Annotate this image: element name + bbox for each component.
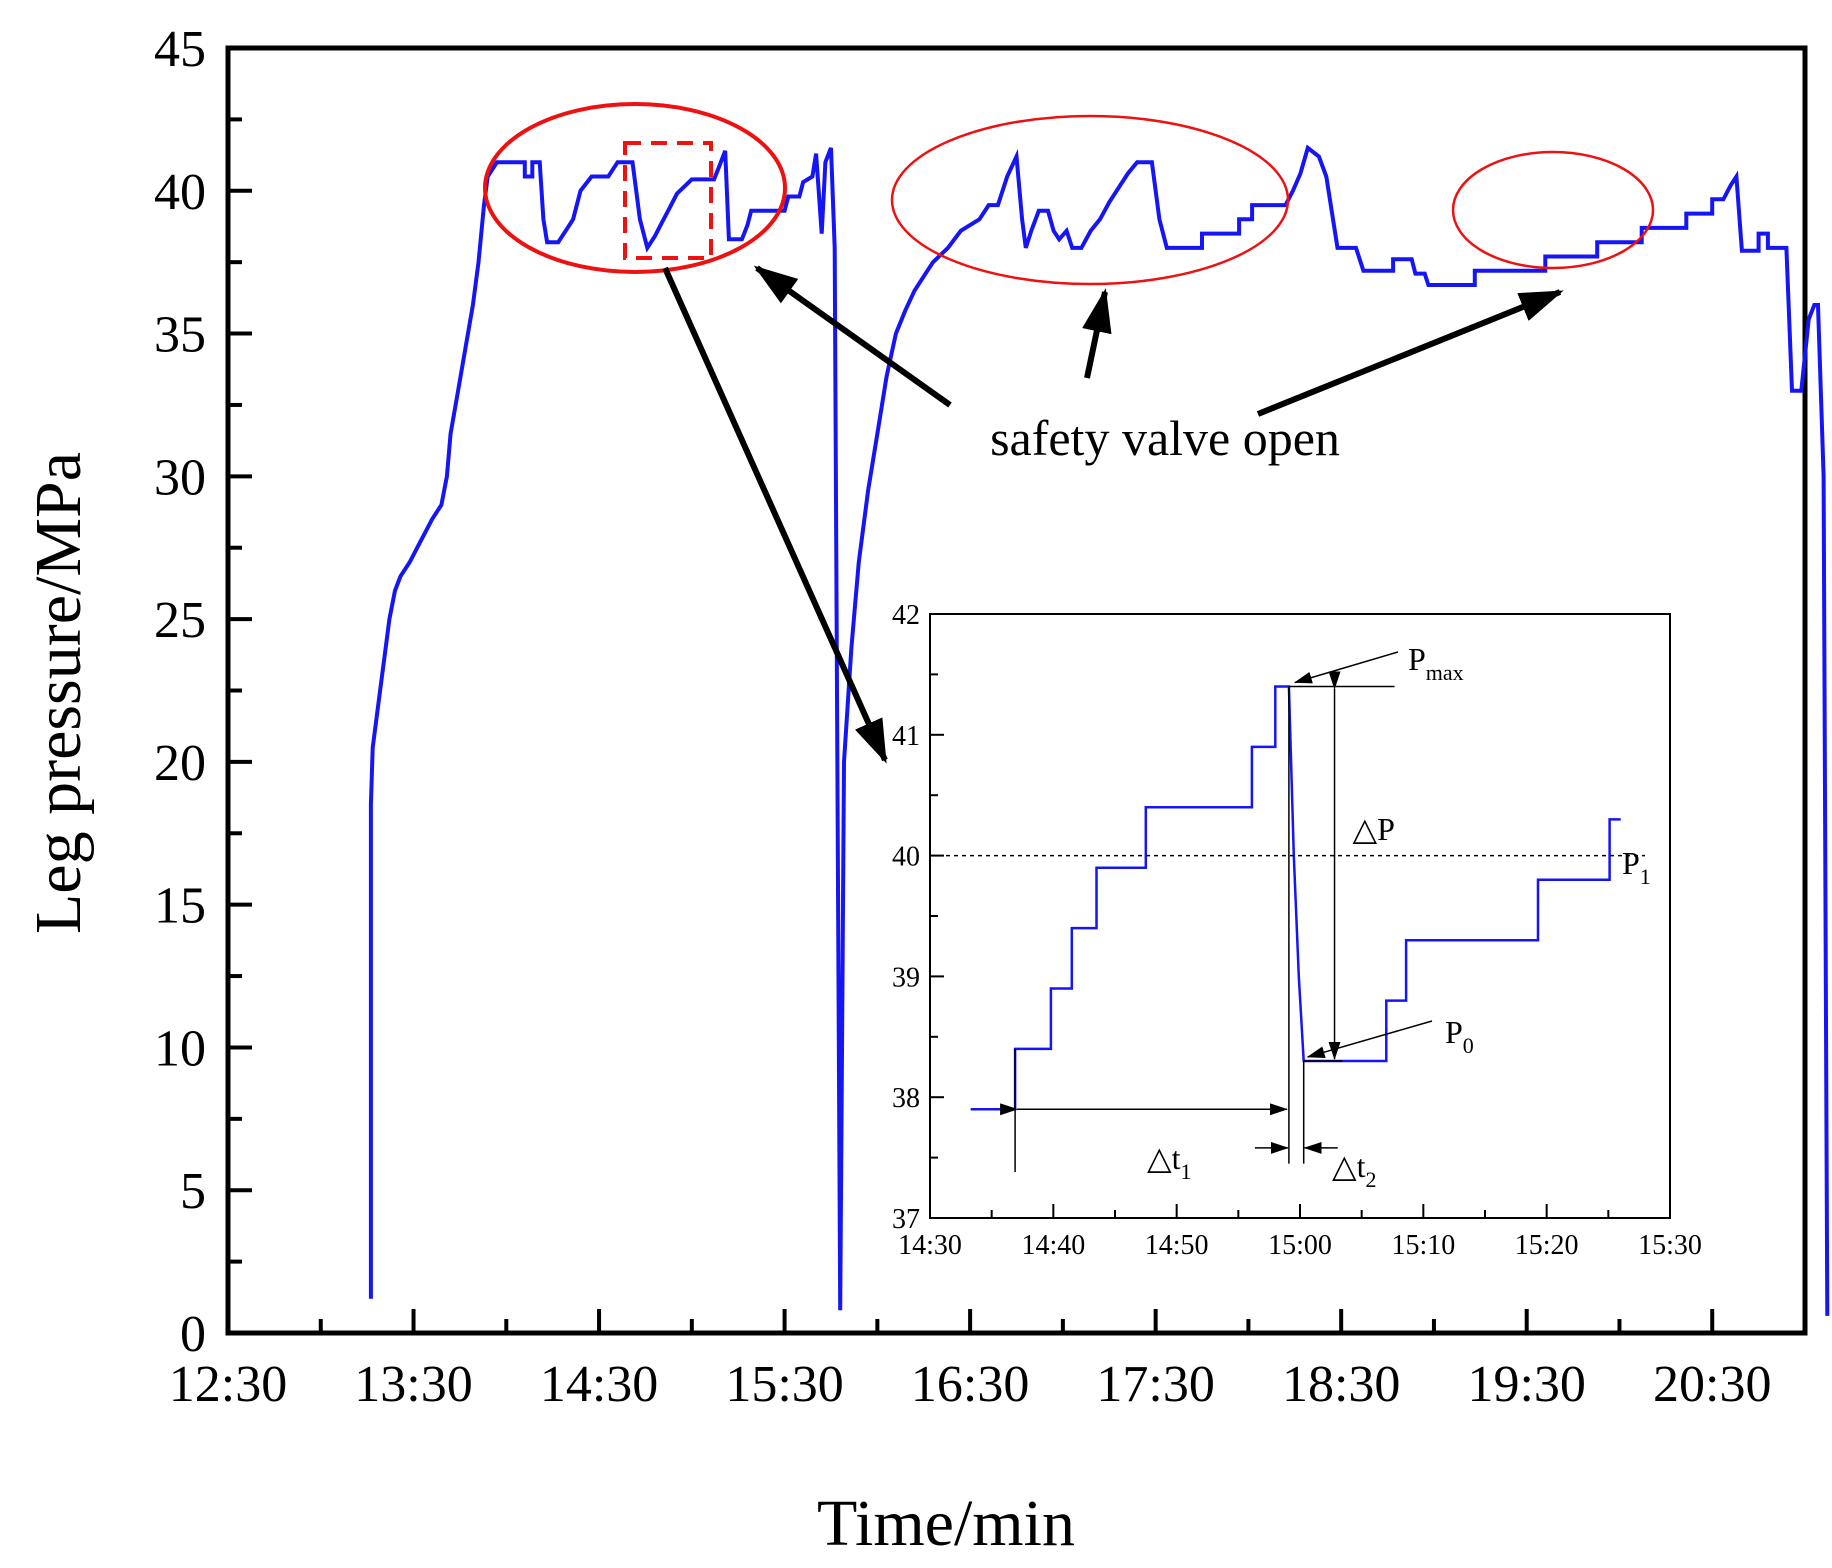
dt1-label-subscript: 1 — [1181, 1159, 1192, 1184]
annotation-arrows — [662, 265, 1564, 764]
main-y-tick-label: 0 — [180, 1306, 206, 1363]
arrow-to-ellipse-3 — [1256, 289, 1564, 417]
main-x-tick-label: 18:30 — [1282, 1356, 1400, 1413]
main-x-tick-label: 15:30 — [725, 1356, 843, 1413]
safety-valve-label: safety valve open — [990, 410, 1340, 466]
inset-y-tick-label: 38 — [892, 1083, 920, 1114]
p0-pointer — [1306, 1020, 1433, 1058]
dt2-label: △t2 — [1332, 1148, 1377, 1192]
highlight-ellipse-2 — [890, 114, 1290, 286]
main-axes: 12:30 13:30 14:30 15:30 16:30 17:30 18:30 19:30… — [154, 21, 1808, 1413]
inset-y-tick-label: 41 — [892, 721, 920, 752]
zoom-region-box — [623, 141, 713, 260]
inset-y-tick-label: 42 — [892, 600, 920, 631]
main-y-tick-label: 45 — [154, 21, 206, 78]
main-y-tick-label: 5 — [180, 1163, 206, 1220]
main-x-tick-label: 12:30 — [169, 1356, 287, 1413]
main-y-tick-label: 40 — [154, 164, 206, 221]
main-y-tick-label: 35 — [154, 307, 206, 364]
main-series-line — [368, 144, 1830, 1316]
main-y-tick-label: 25 — [154, 592, 206, 649]
main-y-tick-label: 30 — [154, 449, 206, 506]
inset-x-tick-label: 14:30 — [898, 1230, 962, 1261]
highlight-ellipse-1 — [483, 102, 787, 274]
dt1-label-base: △t — [1147, 1140, 1181, 1176]
main-y-tick-label: 10 — [154, 1020, 206, 1077]
p0-label-base: P — [1445, 1014, 1463, 1050]
main-x-tick-label: 17:30 — [1096, 1356, 1214, 1413]
pmax-label: Pmax — [1408, 641, 1464, 685]
main-y-tick-label: 15 — [154, 878, 206, 935]
inset-y-tick-label: 40 — [892, 842, 920, 873]
dt1-label: △t1 — [1147, 1140, 1192, 1184]
main-x-tick-label: 20:30 — [1653, 1356, 1771, 1413]
inset-y-tick-label: 39 — [892, 962, 920, 993]
main-x-tick-label: 19:30 — [1467, 1356, 1585, 1413]
inset-axes: 14:30 14:40 14:50 15:00 15:10 15:20 15:30 37 38 3… — [892, 600, 1702, 1261]
inset-y-tick-label: 37 — [892, 1204, 920, 1235]
inset-x-tick-label: 14:50 — [1145, 1230, 1209, 1261]
inset-x-tick-label: 15:10 — [1391, 1230, 1455, 1261]
main-series — [368, 144, 1830, 1316]
inset-x-tick-label: 14:40 — [1021, 1230, 1085, 1261]
inset-series — [970, 685, 1621, 1111]
inset-x-tick-label: 15:20 — [1515, 1230, 1579, 1261]
inset-background — [925, 616, 1673, 1218]
arrow-to-ellipse-1 — [753, 265, 952, 408]
arrow-to-inset — [662, 266, 888, 764]
pmax-label-subscript: max — [1426, 660, 1464, 685]
main-x-tick-label: 13:30 — [354, 1356, 472, 1413]
p1-label-subscript: 1 — [1640, 864, 1651, 889]
dt2-label-subscript: 2 — [1366, 1167, 1377, 1192]
main-x-tick-label: 14:30 — [540, 1356, 658, 1413]
pmax-label-base: P — [1408, 641, 1426, 677]
y-axis-title: Leg pressure/MPa — [22, 452, 95, 934]
highlight-ellipse-3 — [1451, 150, 1655, 270]
inset-x-tick-label: 15:30 — [1638, 1230, 1702, 1261]
delta-p-label: △P — [1353, 811, 1395, 847]
arrow-to-ellipse-2 — [1082, 288, 1112, 379]
safety-valve-highlights — [483, 102, 1655, 286]
main-y-tick-label: 20 — [154, 735, 206, 792]
dt2-label-base: △t — [1332, 1148, 1366, 1184]
p0-label-subscript: 0 — [1463, 1033, 1474, 1058]
inset-series-line — [970, 685, 1621, 1111]
inset-x-tick-label: 15:00 — [1268, 1230, 1332, 1261]
p0-label: P0 — [1445, 1014, 1474, 1058]
x-axis-title: Time/min — [817, 1487, 1075, 1560]
p1-label-base: P — [1622, 845, 1640, 881]
main-x-tick-label: 16:30 — [911, 1356, 1029, 1413]
pmax-pointer — [1293, 651, 1399, 684]
p1-label: P1 — [1622, 845, 1651, 889]
